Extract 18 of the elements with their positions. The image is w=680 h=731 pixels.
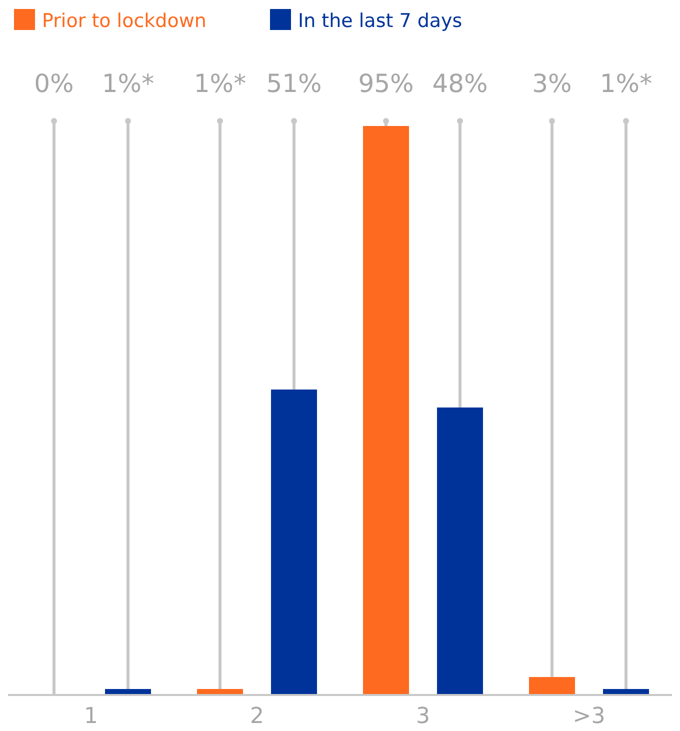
- data-label: 0%: [34, 69, 74, 98]
- x-tick-label: 1: [84, 704, 98, 729]
- legend-label: Prior to lockdown: [42, 10, 206, 32]
- data-label: 1%*: [194, 69, 246, 98]
- data-label: 3%: [532, 69, 572, 98]
- x-tick-label: 2: [250, 704, 264, 729]
- data-label: 1%*: [102, 69, 154, 98]
- x-tick-label: >3: [572, 704, 606, 729]
- x-tick-label: 3: [416, 704, 430, 729]
- bar: [363, 126, 409, 695]
- bar: [529, 677, 575, 695]
- data-label: 48%: [432, 69, 488, 98]
- bar: [271, 390, 317, 695]
- data-label: 51%: [266, 69, 322, 98]
- bar: [437, 408, 483, 695]
- data-label: 1%*: [600, 69, 652, 98]
- data-label: 95%: [358, 69, 414, 98]
- legend-label: In the last 7 days: [298, 10, 462, 32]
